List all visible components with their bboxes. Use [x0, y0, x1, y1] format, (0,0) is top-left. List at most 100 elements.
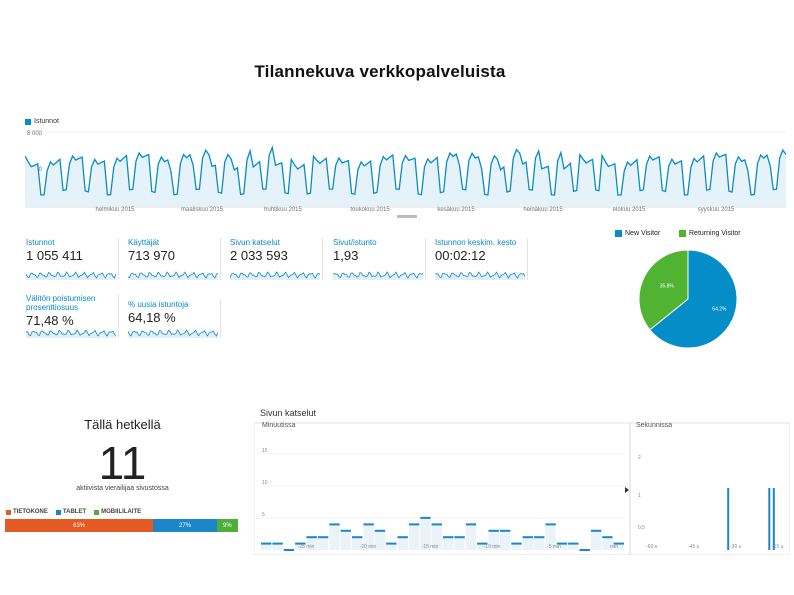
x-tick: elokuu 2015 [612, 207, 646, 213]
metric-sparkline [333, 271, 423, 280]
second-x-tick: -30 s [730, 544, 742, 550]
sparkline-line [128, 271, 218, 279]
series-color-icon [25, 118, 31, 125]
device-legend-desktop: TIETOKONE [6, 509, 48, 515]
metric-value: 2 033 593 [230, 248, 288, 263]
sparkline-line [26, 271, 116, 279]
metric-pages-per-session[interactable]: Sivut/istunto 1,93 [333, 238, 426, 280]
second-x-tick: -45 s [688, 544, 700, 550]
minute-bar-bg [272, 543, 283, 550]
x-tick: helmikuu 2015 [95, 207, 135, 213]
metric-sparkline [230, 271, 320, 280]
metric-sessions[interactable]: Istunnot 1 055 411 [26, 238, 119, 280]
minute-bar-bg [465, 524, 477, 550]
metric-value: 64,18 % [128, 310, 176, 325]
returning-visitor-swatch-icon [679, 230, 686, 237]
minute-bar-bg [511, 543, 522, 550]
new-visitor-swatch-icon [615, 230, 622, 237]
minute-bar-bg [420, 517, 431, 550]
minute-bar-bg [499, 530, 511, 550]
pie-slice-new-visitor[interactable] [649, 249, 738, 349]
device-legend: TIETOKONE TABLET MOBIILILAITE [6, 509, 141, 515]
minute-bar-bg [602, 537, 613, 550]
minute-bar-bg [590, 530, 602, 550]
pie-label-new: 64.2% [712, 307, 727, 313]
active-users-caption: aktiivista vierailijaa sivustossa [76, 485, 169, 492]
x-tick: heinäkuu 2015 [523, 207, 563, 213]
sparkline-line [128, 329, 218, 337]
minute-bar-bg [317, 537, 329, 550]
sparkline-line [26, 329, 116, 337]
x-tick: maaliskuu 2015 [180, 207, 224, 213]
minute-bar-bg [397, 537, 408, 550]
metric-users[interactable]: Käyttäjät 713 970 [128, 238, 221, 280]
sessions-series-line[interactable] [25, 145, 786, 196]
minute-bar-bg [386, 543, 397, 550]
metric-label: % uusia istuntoja [128, 300, 189, 309]
sparkline-line [333, 271, 423, 279]
minute-bar-bg [534, 537, 545, 550]
legend-new-visitor[interactable]: New Visitor [615, 230, 660, 237]
minute-x-tick: -5 min [547, 544, 561, 550]
minute-y-tick: 15 [262, 448, 268, 454]
minute-x-tick: -10 min [484, 544, 501, 550]
minute-x-tick: -15 min [422, 544, 439, 550]
visitor-pie-chart[interactable]: 64.2% 35.8% [633, 244, 743, 354]
minute-bar-bg [545, 524, 556, 550]
minute-bar-bg [443, 537, 454, 550]
minute-bar-bg [522, 537, 533, 550]
minute-x-tick: -20 min [360, 544, 377, 550]
sparkline-area [435, 272, 525, 280]
metric-pageviews[interactable]: Sivun katselut 2 033 593 [230, 238, 323, 280]
minute-x-tick: min [610, 544, 618, 550]
metric-value: 713 970 [128, 248, 175, 263]
metric-new-sessions[interactable]: % uusia istuntoja 64,18 % [128, 300, 221, 338]
per-second-label: Sekunnissa [636, 422, 673, 429]
minute-bar-bg [261, 543, 272, 550]
metric-avg-session-duration[interactable]: Istunnon keskim. kesto 00:02:12 [435, 238, 528, 280]
device-seg-mobile[interactable]: 9% [216, 519, 238, 532]
legend-returning-visitor[interactable]: Returning Visitor [679, 230, 741, 237]
y-tick: 8 000 [27, 131, 43, 137]
minute-bar-bg [556, 543, 568, 550]
chart-legend[interactable]: Istunnot [25, 118, 59, 125]
pageviews-title: Sivun katselut [260, 408, 317, 418]
x-tick: toukokuu 2015 [350, 207, 390, 213]
minute-bar-bg [352, 537, 363, 550]
metric-bounce-rate[interactable]: Välitön poistumisen prosenttiosuus 71,48… [26, 294, 119, 338]
metric-sparkline [128, 271, 218, 280]
minute-bar-bg [374, 530, 386, 550]
minute-bar-bg [329, 524, 340, 550]
x-tick: kesäkuu 2015 [437, 207, 475, 213]
device-legend-mobile: MOBIILILAITE [94, 509, 141, 515]
second-y-tick: 1 [638, 493, 641, 499]
metric-label: Sivut/istunto [333, 238, 377, 247]
metric-sparkline [128, 329, 218, 338]
metric-label: Istunnot [26, 238, 55, 247]
realtime-title: Tällä hetkellä [84, 417, 161, 432]
minute-bar-bg [613, 543, 624, 550]
minute-bar-bg [431, 524, 442, 550]
minute-bar-bg [306, 537, 317, 550]
device-legend-tablet: TABLET [55, 509, 86, 515]
metric-sparkline [435, 271, 525, 280]
sessions-area [25, 147, 786, 207]
mobile-swatch-icon [94, 509, 100, 515]
sparkline-line [435, 271, 525, 279]
minute-bar-bg [454, 537, 465, 550]
device-seg-desktop[interactable]: 63% [5, 519, 154, 532]
minute-x-tick: -25 min [298, 544, 315, 550]
slide-title: Tilannekuva verkkopalveluista [254, 62, 506, 81]
legend-label: Returning Visitor [689, 230, 741, 237]
x-tick: huhtikuu 2015 [264, 207, 302, 213]
pie-slice-returning-visitor[interactable] [638, 249, 689, 331]
collapse-arrow-icon[interactable] [625, 487, 629, 493]
realtime-panel: Tällä hetkellä 11 aktiivista vierailijaa… [0, 410, 245, 540]
sessions-line-plot[interactable] [25, 130, 786, 208]
pageviews-charts[interactable]: 15 10 5 -25 min -20 min -15 min -10 min -5 min m… [254, 417, 790, 555]
metric-value: 71,48 % [26, 313, 74, 328]
chart-resize-handle[interactable] [397, 215, 417, 218]
legend-label: New Visitor [625, 230, 661, 237]
minute-bar-bg [295, 543, 306, 550]
device-seg-tablet[interactable]: 27% [153, 519, 217, 532]
